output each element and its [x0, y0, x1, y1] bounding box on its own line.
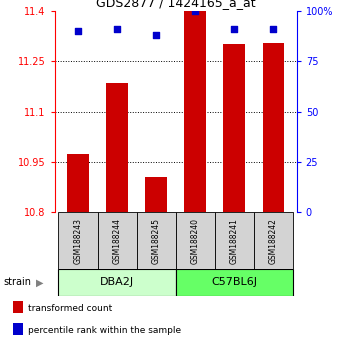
Bar [14, 301, 23, 313]
Bar [14, 323, 23, 335]
Point [232, 26, 237, 32]
Bar [67, 154, 89, 212]
Point [192, 8, 198, 13]
Bar [58, 212, 98, 269]
Point [270, 26, 276, 32]
Text: DBA2J: DBA2J [100, 277, 134, 287]
Text: GSM188240: GSM188240 [191, 218, 199, 264]
Text: ▶: ▶ [36, 277, 43, 287]
Text: GSM188242: GSM188242 [269, 218, 278, 264]
Bar [176, 269, 293, 296]
Bar [263, 42, 284, 212]
Text: GSM188243: GSM188243 [74, 218, 83, 264]
Text: transformed count: transformed count [28, 304, 112, 313]
Title: GDS2877 / 1424165_a_at: GDS2877 / 1424165_a_at [96, 0, 255, 10]
Bar [136, 212, 176, 269]
Bar [184, 9, 206, 212]
Point [75, 28, 81, 34]
Point [153, 32, 159, 38]
Bar [145, 177, 167, 212]
Point [114, 26, 120, 32]
Bar [176, 212, 215, 269]
Bar [58, 269, 176, 296]
Bar [98, 212, 136, 269]
Text: GSM188245: GSM188245 [152, 218, 161, 264]
Bar [106, 83, 128, 212]
Bar [215, 212, 254, 269]
Text: strain: strain [3, 277, 31, 287]
Bar [254, 212, 293, 269]
Text: GSM188244: GSM188244 [113, 218, 121, 264]
Text: percentile rank within the sample: percentile rank within the sample [28, 326, 181, 335]
Bar [223, 44, 245, 212]
Text: GSM188241: GSM188241 [230, 218, 239, 264]
Text: C57BL6J: C57BL6J [211, 277, 257, 287]
